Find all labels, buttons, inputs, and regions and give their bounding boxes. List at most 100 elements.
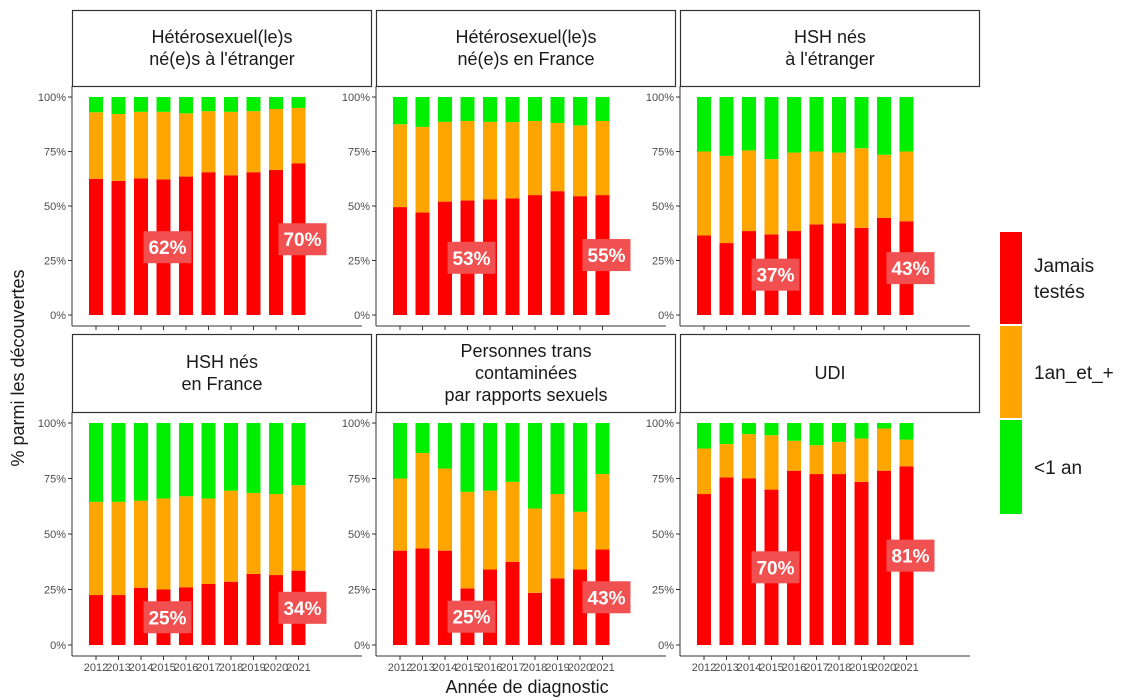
y-tick-label: 100% [646, 92, 674, 104]
y-tick-label: 100% [646, 418, 674, 430]
bar-segment-1an-plus [877, 428, 891, 471]
x-tick-label: 2017 [804, 662, 828, 674]
annotation-box [447, 241, 496, 274]
x-tick-label: 2021 [286, 662, 310, 674]
bar-segment-moins-1an [877, 97, 891, 155]
bar-segment-jamais [89, 178, 103, 315]
bar-segment-jamais [877, 217, 891, 315]
bar-segment-1an-plus [899, 439, 914, 467]
x-tick-label: 2019 [241, 662, 265, 674]
bar-segment-1an-plus [246, 492, 261, 574]
bar-segment-moins-1an [528, 423, 542, 509]
bar-segment-jamais [742, 231, 756, 315]
bar-segment-moins-1an [134, 97, 148, 112]
bar-segment-moins-1an [719, 97, 734, 156]
facet-panel: Hétérosexuel(le)sné(e)s en France 0% 25% 50… [342, 9, 677, 330]
bar-segment-moins-1an [573, 97, 587, 126]
y-tick-label: 75% [348, 474, 370, 486]
bar-segment-moins-1an [224, 423, 238, 491]
bar-segment-1an-plus [415, 452, 430, 549]
annotation-label: 43% [587, 588, 625, 609]
bar-segment-jamais [201, 172, 216, 315]
bar-segment-jamais [505, 198, 520, 315]
annotation-label: 62% [148, 238, 186, 259]
bar-segment-moins-1an [246, 423, 261, 493]
bar-segment-moins-1an [156, 97, 171, 112]
bar-segment-moins-1an [415, 423, 430, 453]
x-axis-title: Année de diagnostic [445, 677, 608, 697]
annotation-box [582, 239, 631, 272]
bar-segment-1an-plus [764, 159, 779, 235]
facet-strip [71, 333, 373, 414]
bar-segment-moins-1an [697, 97, 711, 152]
bar-segment-1an-plus [291, 107, 306, 164]
bar-segment-1an-plus [269, 108, 283, 171]
bar-segment-1an-plus [764, 435, 779, 490]
bar-segment-jamais [854, 481, 869, 645]
legend-label: 1an_et_+ [1034, 363, 1114, 384]
bar-segment-moins-1an [573, 423, 587, 512]
bar-segment-jamais [832, 223, 846, 315]
bar-segment-1an-plus [438, 121, 452, 202]
bar-segment-jamais [415, 548, 430, 645]
bar-segment-jamais [809, 474, 824, 645]
bar-segment-moins-1an [269, 423, 283, 495]
y-tick-label: 50% [348, 529, 370, 541]
x-tick-label: 2020 [264, 662, 288, 674]
bar-segment-moins-1an [460, 97, 475, 121]
bar-segment-moins-1an [787, 97, 801, 153]
legend: Jamais testés 1an_et_+ <1 an [1000, 232, 1114, 514]
bar-segment-moins-1an [505, 423, 520, 482]
x-tick-label: 2018 [523, 662, 547, 674]
bar-segment-moins-1an [179, 423, 193, 497]
bar-segment-1an-plus [832, 441, 846, 475]
bar-segment-jamais [269, 170, 283, 315]
bar-segment-moins-1an [134, 423, 148, 501]
facet-strip [71, 9, 373, 88]
annotation-box [886, 539, 935, 572]
bar-segment-1an-plus [595, 474, 610, 550]
bar-segment-1an-plus [573, 125, 587, 197]
bar-segment-moins-1an [595, 97, 610, 121]
bar-segment-1an-plus [224, 490, 238, 582]
x-tick-label: 2018 [219, 662, 243, 674]
bar-segment-jamais [246, 172, 261, 315]
bar-segment-jamais [111, 595, 126, 645]
x-tick-label: 2012 [84, 662, 108, 674]
bar-segment-1an-plus [291, 485, 306, 571]
annotation-label: 43% [891, 259, 929, 280]
bar-segment-moins-1an [550, 97, 565, 123]
facet-title: UDI [815, 363, 846, 383]
bar-segment-moins-1an [854, 97, 869, 149]
bar-segment-jamais [224, 175, 238, 315]
y-tick-label: 75% [348, 147, 370, 159]
bar-segment-1an-plus [550, 494, 565, 579]
x-tick-label: 2021 [590, 662, 614, 674]
bar-segment-moins-1an [595, 423, 610, 475]
facet-panel: UDI0%25%50%75%100%2012201320142015201620… [646, 333, 981, 674]
x-tick-label: 2014 [129, 662, 153, 674]
bar-segment-1an-plus [854, 148, 869, 228]
facet-title: Hétérosexuel(le)s [455, 27, 596, 47]
bar-segment-moins-1an [742, 97, 756, 151]
facet-title: contaminées [475, 363, 577, 383]
y-tick-label: 100% [38, 418, 66, 430]
bar-segment-jamais [573, 196, 587, 315]
bar-segment-1an-plus [179, 496, 193, 588]
x-tick-label: 2012 [388, 662, 412, 674]
bar-segment-moins-1an [899, 97, 914, 152]
bar-segment-jamais [550, 578, 565, 645]
x-tick-label: 2015 [455, 662, 479, 674]
bar-segment-1an-plus [899, 151, 914, 222]
bar-segment-moins-1an [438, 423, 452, 469]
bar-segment-moins-1an [415, 97, 430, 127]
bar-segment-1an-plus [201, 498, 216, 584]
x-tick-label: 2019 [545, 662, 569, 674]
facet-strip [679, 333, 981, 414]
x-tick-label: 2019 [849, 662, 873, 674]
bar-segment-moins-1an [246, 97, 261, 112]
bar-segment-moins-1an [764, 97, 779, 160]
y-tick-label: 50% [44, 201, 66, 213]
y-tick-label: 0% [50, 640, 66, 652]
bar-segment-moins-1an [179, 97, 193, 114]
